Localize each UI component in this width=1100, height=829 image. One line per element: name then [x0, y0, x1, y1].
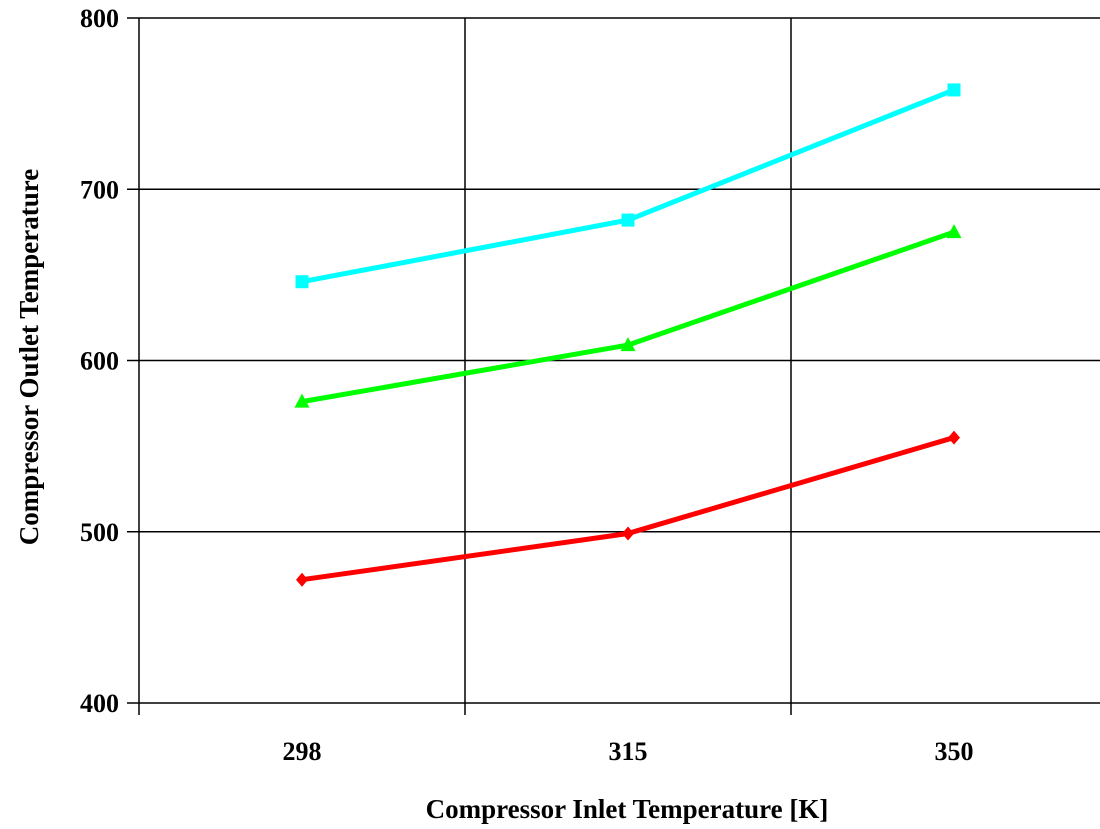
series-line [299, 87, 957, 285]
data-point-square [295, 275, 309, 289]
axes [127, 17, 1100, 715]
y-tick-label: 700 [80, 175, 119, 204]
data-point-diamond [948, 430, 960, 445]
series [294, 83, 962, 587]
series-line [299, 229, 957, 405]
data-point-triangle [620, 337, 636, 352]
data-point-diamond [296, 572, 308, 587]
data-point-triangle [946, 224, 962, 239]
data-point-square [621, 213, 635, 227]
series-1 [294, 224, 962, 408]
y-tick-labels: 400 500 600 700 800 [80, 4, 119, 718]
x-tick-label: 298 [283, 737, 322, 766]
y-axis-title: Compressor Outlet Temperature [14, 169, 44, 545]
series-2 [296, 430, 960, 587]
y-tick-label: 800 [80, 4, 119, 33]
x-axis-title: Compressor Inlet Temperature [K] [426, 794, 829, 824]
series-0 [295, 83, 961, 289]
data-point-triangle [294, 393, 310, 408]
x-tick-label: 315 [609, 737, 648, 766]
y-tick-label: 400 [80, 689, 119, 718]
data-point-diamond [622, 526, 634, 541]
y-tick-label: 500 [80, 518, 119, 547]
x-tick-labels: 298 315 350 [283, 737, 974, 766]
grid [139, 17, 1100, 715]
series-line [299, 435, 957, 583]
y-tick-label: 600 [80, 347, 119, 376]
data-point-square [947, 83, 961, 97]
x-tick-label: 350 [935, 737, 974, 766]
